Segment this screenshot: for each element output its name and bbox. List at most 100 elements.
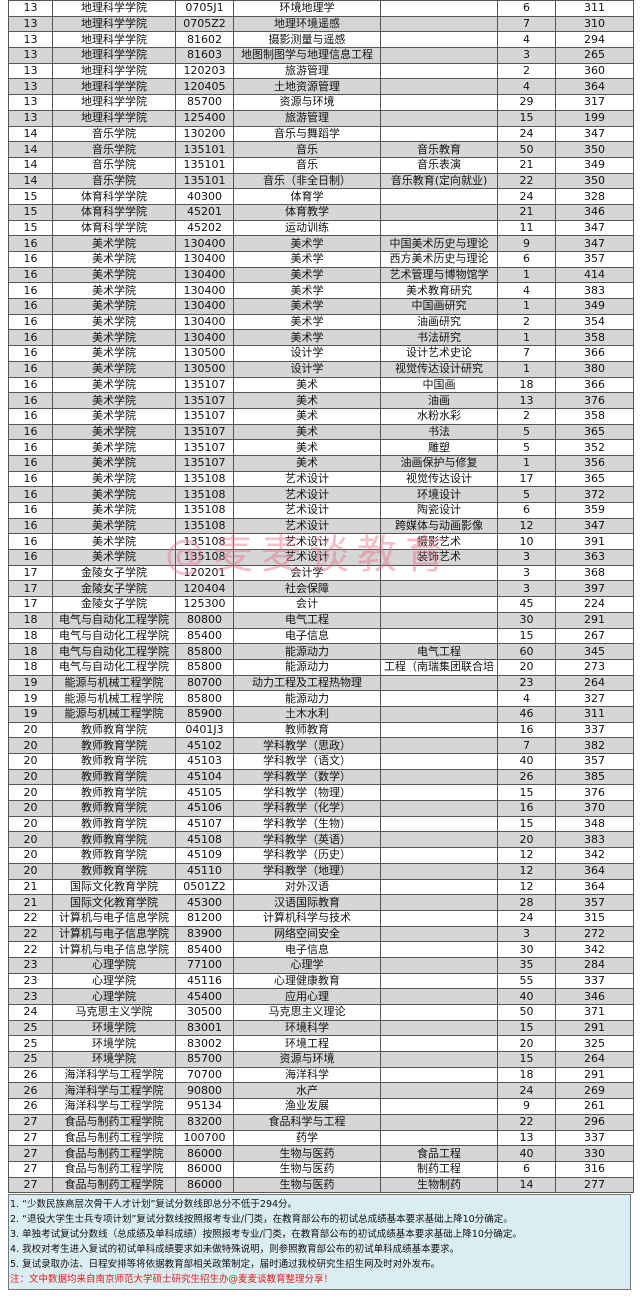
college-no-cell: 13 (8, 15, 53, 33)
college-name-cell: 地理科学学院 (52, 62, 176, 80)
score-line-cell: 358 (555, 407, 634, 425)
major-code-cell: 120404 (175, 580, 234, 598)
table-row: 16 美术学院 130500 设计学 视觉传达设计研究 1 380 (8, 360, 634, 378)
college-name-cell: 地理科学学院 (52, 31, 176, 49)
major-name-cell: 学科教学（地理） (233, 862, 381, 880)
score-line-cell: 277 (555, 1176, 634, 1194)
quota-cell: 1 (497, 454, 556, 472)
research-direction-cell (380, 78, 498, 96)
major-code-cell: 0501Z2 (175, 878, 234, 896)
major-name-cell: 设计学 (233, 360, 381, 378)
college-no-cell: 16 (8, 439, 53, 456)
research-direction-cell (380, 1082, 498, 1100)
quota-cell: 1 (497, 266, 556, 284)
table-row: 16 美术学院 130400 美术学 西方美术历史与理论 6 357 (8, 251, 634, 268)
quota-cell: 7 (497, 345, 556, 362)
major-code-cell: 130200 (175, 125, 234, 143)
major-name-cell: 摄影测量与遥感 (233, 31, 381, 49)
college-no-cell: 15 (8, 219, 53, 237)
major-code-cell: 0401J3 (175, 721, 234, 739)
major-code-cell: 86000 (175, 1160, 234, 1178)
college-name-cell: 美术学院 (52, 407, 176, 425)
quota-cell: 55 (497, 972, 556, 990)
college-no-cell: 27 (8, 1176, 53, 1194)
research-direction-cell: 食品工程 (380, 1145, 498, 1162)
quota-cell: 3 (497, 564, 556, 582)
note-line: 1. “少数民族高层次骨干人才计划”复试分数线即总分不低于294分。 (10, 1199, 298, 1210)
major-code-cell: 81200 (175, 909, 234, 927)
college-name-cell: 电气与自动化工程学院 (52, 643, 176, 660)
college-name-cell: 美术学院 (52, 282, 176, 300)
college-name-cell: 教师教育学院 (52, 800, 176, 817)
table-row: 15 体育科学学院 40300 体育学 24 328 (8, 188, 634, 205)
major-code-cell: 77100 (175, 956, 234, 974)
major-code-cell: 135108 (175, 502, 234, 519)
college-name-cell: 体育科学学院 (52, 188, 176, 205)
major-code-cell: 130400 (175, 298, 234, 315)
score-line-cell: 311 (555, 705, 634, 723)
college-no-cell: 23 (8, 956, 53, 974)
score-line-cell: 347 (555, 219, 634, 237)
major-code-cell: 45107 (175, 815, 234, 833)
major-code-cell: 135107 (175, 376, 234, 394)
quota-cell: 11 (497, 219, 556, 237)
score-line-cell: 380 (555, 360, 634, 378)
research-direction-cell (380, 62, 498, 80)
college-no-cell: 27 (8, 1145, 53, 1162)
research-direction-cell: 油画研究 (380, 313, 498, 331)
major-name-cell: 音乐与舞蹈学 (233, 125, 381, 143)
table-row: 23 心理学院 45116 心理健康教育 55 337 (8, 972, 634, 990)
major-code-cell: 30500 (175, 1004, 234, 1021)
major-name-cell: 美术 (233, 439, 381, 456)
quota-cell: 15 (497, 1019, 556, 1037)
major-name-cell: 土木水利 (233, 705, 381, 723)
major-code-cell: 45202 (175, 219, 234, 237)
research-direction-cell: 西方美术历史与理论 (380, 251, 498, 268)
quota-cell: 15 (497, 784, 556, 802)
table-row: 13 地理科学学院 0705J1 环境地理学 6 311 (8, 0, 634, 17)
major-code-cell: 135107 (175, 454, 234, 472)
score-line-cell: 327 (555, 690, 634, 707)
quota-cell: 4 (497, 282, 556, 300)
major-code-cell: 0705J1 (175, 0, 234, 17)
table-row: 16 美术学院 130400 美术学 油画研究 2 354 (8, 313, 634, 331)
major-code-cell: 130400 (175, 282, 234, 300)
table-row: 20 教师教育学院 45108 学科教学（英语） 20 383 (8, 831, 634, 849)
major-name-cell: 音乐（非全日制） (233, 172, 381, 190)
major-code-cell: 135107 (175, 392, 234, 409)
notes-panel: 1. “少数民族高层次骨干人才计划”复试分数线即总分不低于294分。 2. “退… (8, 1194, 631, 1290)
quota-cell: 12 (497, 878, 556, 896)
college-name-cell: 食品与制药工程学院 (52, 1113, 176, 1131)
college-name-cell: 金陵女子学院 (52, 564, 176, 582)
college-no-cell: 18 (8, 611, 53, 629)
research-direction-cell (380, 784, 498, 802)
note-line: 5. 复试录取办法、日程安排等将依据教育部相关政策制定，届时通过我校研究生招生网… (10, 1259, 441, 1270)
quota-cell: 22 (497, 172, 556, 190)
quota-cell: 3 (497, 580, 556, 598)
college-no-cell: 25 (8, 1051, 53, 1068)
score-line-cell: 328 (555, 188, 634, 205)
quota-cell: 45 (497, 596, 556, 613)
college-name-cell: 环境学院 (52, 1051, 176, 1068)
college-no-cell: 20 (8, 737, 53, 754)
college-name-cell: 食品与制药工程学院 (52, 1160, 176, 1178)
college-no-cell: 16 (8, 392, 53, 409)
major-name-cell: 生物与医药 (233, 1145, 381, 1162)
college-name-cell: 美术学院 (52, 251, 176, 268)
quota-cell: 13 (497, 1129, 556, 1147)
major-code-cell: 40300 (175, 188, 234, 205)
research-direction-cell: 中国画研究 (380, 298, 498, 315)
major-code-cell: 95134 (175, 1098, 234, 1115)
table-row: 13 地理科学学院 85700 资源与环境 29 317 (8, 94, 634, 111)
score-line-cell: 267 (555, 627, 634, 645)
quota-cell: 9 (497, 235, 556, 252)
major-code-cell: 85800 (175, 643, 234, 660)
college-no-cell: 13 (8, 109, 53, 127)
major-code-cell: 120203 (175, 62, 234, 80)
research-direction-cell (380, 1035, 498, 1053)
major-code-cell: 130400 (175, 313, 234, 331)
major-name-cell: 美术学 (233, 313, 381, 331)
research-direction-cell (380, 721, 498, 739)
score-line-cell: 342 (555, 941, 634, 958)
major-code-cell: 135108 (175, 486, 234, 503)
